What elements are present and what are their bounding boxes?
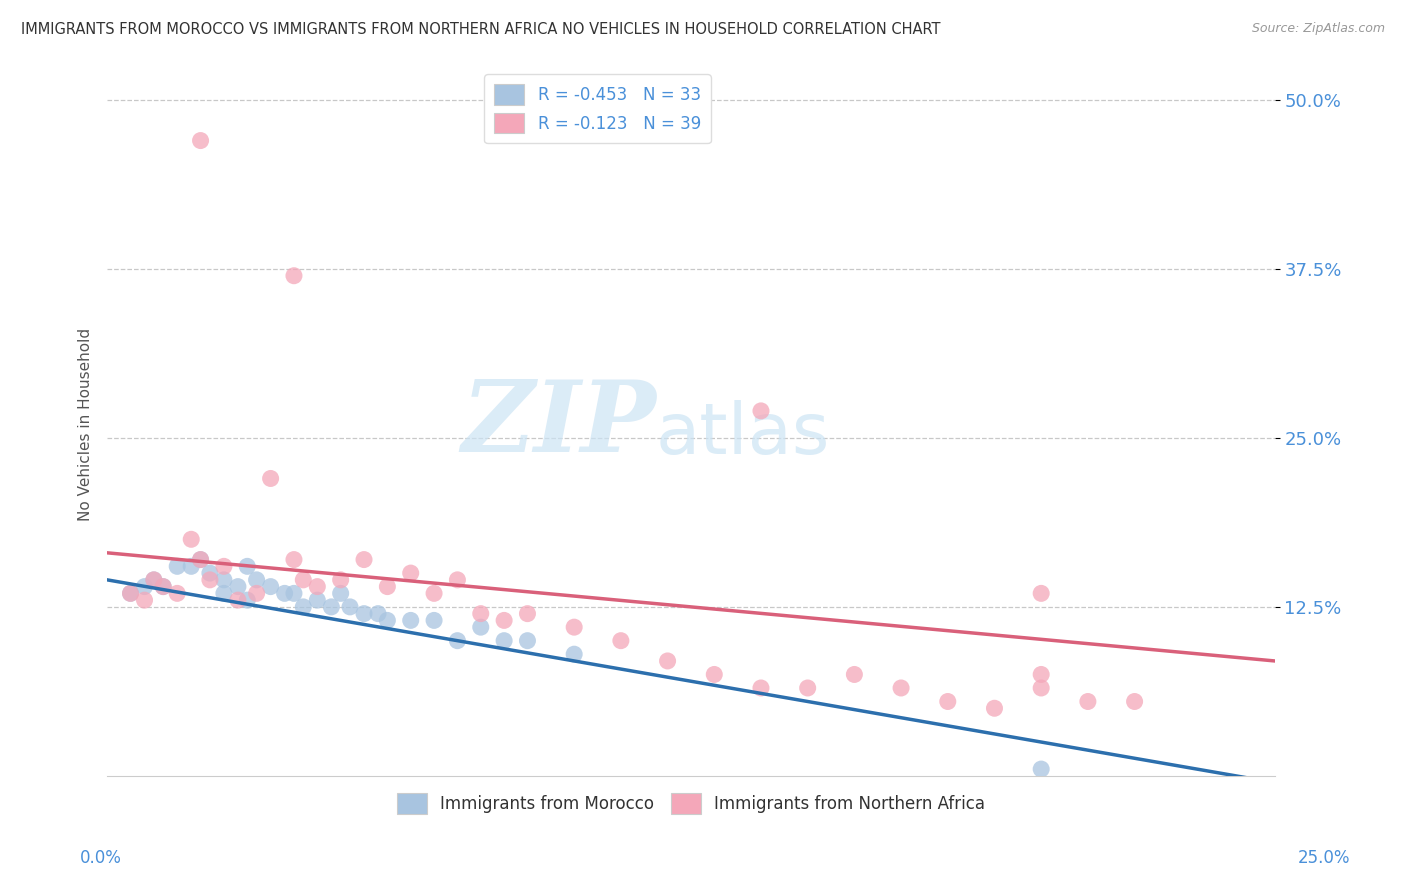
Point [1031, 586, 1053, 600]
Text: Source: ZipAtlas.com: Source: ZipAtlas.com [1251, 22, 1385, 36]
Point [657, 654, 679, 668]
Point [423, 614, 446, 628]
Point [236, 593, 259, 607]
Point [399, 566, 422, 580]
Point [259, 580, 281, 594]
Point [703, 667, 725, 681]
Point [190, 552, 212, 566]
Point [749, 681, 772, 695]
Point [399, 614, 422, 628]
Point [516, 607, 538, 621]
Point [796, 681, 818, 695]
Point [1031, 762, 1053, 776]
Text: IMMIGRANTS FROM MOROCCO VS IMMIGRANTS FROM NORTHERN AFRICA NO VEHICLES IN HOUSEH: IMMIGRANTS FROM MOROCCO VS IMMIGRANTS FR… [21, 22, 941, 37]
Point [339, 599, 361, 614]
Point [190, 134, 212, 148]
Point [283, 586, 305, 600]
Point [292, 599, 315, 614]
Point [283, 268, 305, 283]
Point [120, 586, 142, 600]
Point [562, 647, 585, 661]
Point [353, 552, 375, 566]
Point [307, 593, 329, 607]
Point [353, 607, 375, 621]
Point [120, 586, 142, 600]
Point [152, 580, 174, 594]
Point [212, 586, 235, 600]
Point [292, 573, 315, 587]
Point [367, 607, 389, 621]
Point [890, 681, 912, 695]
Legend: Immigrants from Morocco, Immigrants from Northern Africa: Immigrants from Morocco, Immigrants from… [389, 787, 991, 821]
Y-axis label: No Vehicles in Household: No Vehicles in Household [79, 328, 93, 521]
Point [610, 633, 633, 648]
Point [226, 593, 249, 607]
Point [423, 586, 446, 600]
Point [152, 580, 174, 594]
Point [329, 573, 352, 587]
Point [212, 559, 235, 574]
Text: 25.0%: 25.0% [1298, 849, 1351, 867]
Point [283, 552, 305, 566]
Point [446, 633, 468, 648]
Point [212, 573, 235, 587]
Point [470, 620, 492, 634]
Point [516, 633, 538, 648]
Point [936, 694, 959, 708]
Point [377, 580, 399, 594]
Point [273, 586, 295, 600]
Point [321, 599, 343, 614]
Point [142, 573, 165, 587]
Point [1123, 694, 1146, 708]
Point [562, 620, 585, 634]
Point [198, 566, 221, 580]
Point [180, 559, 202, 574]
Point [246, 586, 269, 600]
Text: atlas: atlas [657, 401, 831, 469]
Point [329, 586, 352, 600]
Point [134, 580, 156, 594]
Point [844, 667, 866, 681]
Point [134, 593, 156, 607]
Point [1031, 667, 1053, 681]
Point [166, 586, 188, 600]
Point [190, 552, 212, 566]
Point [494, 614, 516, 628]
Point [983, 701, 1005, 715]
Point [259, 471, 281, 485]
Point [494, 633, 516, 648]
Point [226, 580, 249, 594]
Point [166, 559, 188, 574]
Point [1077, 694, 1099, 708]
Point [749, 404, 772, 418]
Point [236, 559, 259, 574]
Point [142, 573, 165, 587]
Point [180, 533, 202, 547]
Point [307, 580, 329, 594]
Text: 0.0%: 0.0% [80, 849, 122, 867]
Point [1031, 681, 1053, 695]
Point [246, 573, 269, 587]
Point [198, 573, 221, 587]
Point [377, 614, 399, 628]
Text: ZIP: ZIP [461, 376, 657, 473]
Point [446, 573, 468, 587]
Point [470, 607, 492, 621]
